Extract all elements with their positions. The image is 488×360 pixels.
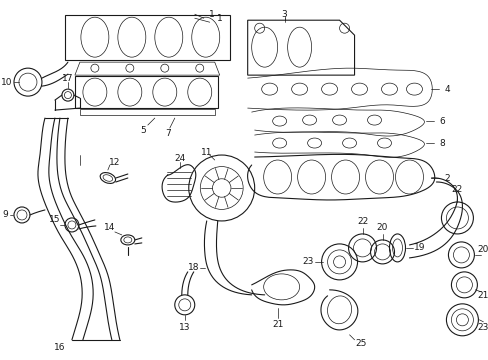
Text: 13: 13	[179, 323, 190, 332]
Text: 3: 3	[281, 10, 287, 19]
Text: 1: 1	[216, 14, 222, 23]
Text: 20: 20	[477, 246, 488, 255]
Text: 23: 23	[477, 323, 488, 332]
Text: 22: 22	[451, 185, 462, 194]
Text: 20: 20	[376, 224, 387, 233]
Text: 8: 8	[439, 139, 445, 148]
Text: 5: 5	[140, 126, 145, 135]
Text: 22: 22	[356, 217, 367, 226]
Text: 18: 18	[187, 264, 199, 273]
Text: 23: 23	[301, 257, 313, 266]
Text: 15: 15	[49, 215, 61, 224]
Text: 21: 21	[477, 291, 488, 300]
Text: 10: 10	[1, 78, 13, 87]
Text: 21: 21	[271, 320, 283, 329]
Text: 7: 7	[164, 129, 170, 138]
Text: 19: 19	[413, 243, 425, 252]
Text: 17: 17	[62, 74, 74, 83]
Text: 6: 6	[439, 117, 445, 126]
Text: 2: 2	[444, 174, 449, 183]
Text: 24: 24	[174, 153, 185, 162]
Text: 9: 9	[2, 211, 8, 220]
Text: 16: 16	[54, 343, 65, 352]
Text: 12: 12	[109, 158, 121, 167]
Text: 4: 4	[444, 85, 449, 94]
Text: 11: 11	[201, 148, 212, 157]
Text: 1: 1	[208, 10, 214, 19]
Text: 14: 14	[104, 224, 115, 233]
Text: 25: 25	[355, 339, 366, 348]
